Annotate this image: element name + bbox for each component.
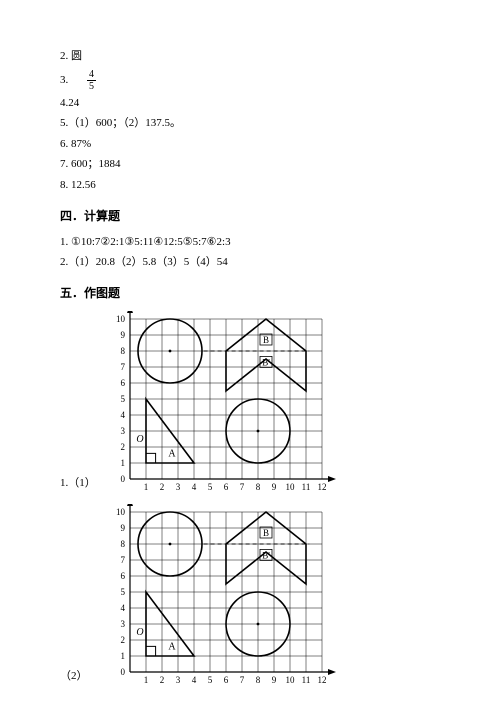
svg-text:12: 12 (318, 675, 327, 685)
svg-text:6: 6 (121, 571, 126, 581)
svg-text:4: 4 (121, 603, 126, 613)
svg-text:7: 7 (121, 362, 126, 372)
answer-8: 8. 12.56 (60, 177, 440, 195)
svg-text:B': B' (262, 551, 270, 561)
answer-2: 2. 圆 (60, 48, 440, 66)
svg-text:3: 3 (121, 426, 126, 436)
svg-text:3: 3 (121, 619, 126, 629)
svg-text:5: 5 (121, 394, 126, 404)
svg-text:10: 10 (116, 314, 126, 324)
svg-text:4: 4 (192, 675, 197, 685)
svg-text:A: A (168, 449, 176, 460)
section-5-heading: 五．作图题 (60, 284, 440, 303)
svg-text:6: 6 (224, 482, 229, 492)
svg-text:11: 11 (302, 482, 311, 492)
svg-text:O: O (136, 627, 143, 638)
svg-text:12: 12 (318, 482, 327, 492)
svg-text:7: 7 (240, 482, 245, 492)
svg-text:2: 2 (160, 482, 165, 492)
svg-text:1: 1 (121, 458, 126, 468)
svg-text:B: B (263, 335, 269, 345)
section-4-line-2: 2.（1）20.8（2）5.8（3）5（4）54 (60, 254, 440, 272)
svg-text:B: B (263, 528, 269, 538)
svg-text:0: 0 (121, 474, 126, 484)
svg-text:5: 5 (208, 482, 213, 492)
svg-text:7: 7 (121, 555, 126, 565)
figure-1-label: 1.（1） (60, 475, 100, 493)
svg-text:1: 1 (144, 675, 149, 685)
svg-text:8: 8 (256, 482, 261, 492)
svg-text:8: 8 (121, 539, 126, 549)
svg-text:6: 6 (121, 378, 126, 388)
svg-text:2: 2 (121, 442, 126, 452)
svg-text:2: 2 (121, 635, 126, 645)
svg-text:2: 2 (160, 675, 165, 685)
svg-text:9: 9 (121, 330, 126, 340)
svg-text:9: 9 (121, 523, 126, 533)
svg-text:10: 10 (286, 482, 296, 492)
fraction-numerator: 4 (87, 69, 96, 81)
figure-2-row: （2） 123456789101112012345678910AOBB' (60, 504, 440, 689)
svg-text:10: 10 (286, 675, 296, 685)
svg-text:4: 4 (121, 410, 126, 420)
svg-text:0: 0 (121, 667, 126, 677)
svg-text:3: 3 (176, 482, 181, 492)
svg-text:10: 10 (116, 507, 126, 517)
figure-1-svg: 123456789101112012345678910AOBB' (106, 311, 336, 496)
svg-text:9: 9 (272, 482, 277, 492)
svg-text:5: 5 (208, 675, 213, 685)
answer-7: 7. 600；1884 (60, 156, 440, 174)
fraction-denominator: 5 (87, 81, 96, 92)
answer-3-fraction: 4 5 (87, 69, 96, 92)
figure-1-row: 1.（1） 123456789101112012345678910AOBB' (60, 311, 440, 496)
answer-6: 6. 87% (60, 136, 440, 154)
section-4-heading: 四．计算题 (60, 207, 440, 226)
answer-4: 4.24 (60, 95, 440, 113)
answer-3-prefix: 3. (60, 74, 68, 86)
figure-2-svg: 123456789101112012345678910AOBB' (106, 504, 336, 689)
svg-text:1: 1 (121, 651, 126, 661)
section-4-line-1: 1. ①10:7②2:1③5:11④12:5⑤5:7⑥2:3 (60, 234, 440, 252)
answer-5: 5.（1）600；（2）137.5。 (60, 115, 440, 133)
svg-text:6: 6 (224, 675, 229, 685)
svg-text:9: 9 (272, 675, 277, 685)
svg-text:11: 11 (302, 675, 311, 685)
svg-text:1: 1 (144, 482, 149, 492)
svg-text:A: A (168, 642, 176, 653)
svg-text:O: O (136, 434, 143, 445)
figure-2-label: （2） (60, 668, 100, 686)
svg-text:3: 3 (176, 675, 181, 685)
svg-text:5: 5 (121, 587, 126, 597)
svg-text:8: 8 (256, 675, 261, 685)
svg-text:7: 7 (240, 675, 245, 685)
answer-3: 3. 4 5 (60, 69, 440, 92)
svg-text:B': B' (262, 358, 270, 368)
svg-text:8: 8 (121, 346, 126, 356)
svg-text:4: 4 (192, 482, 197, 492)
